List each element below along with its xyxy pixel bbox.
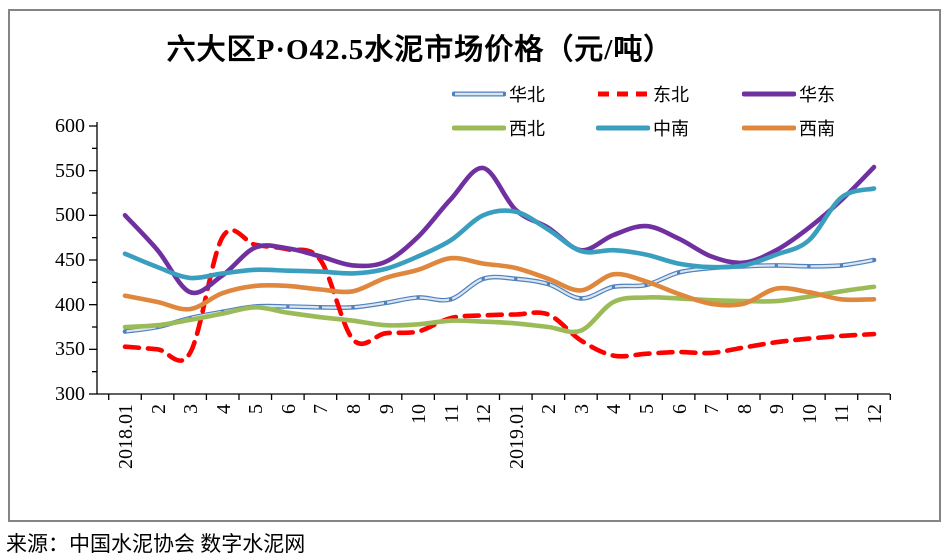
- legend-label: 华北: [509, 85, 545, 105]
- y-tick-label: 600: [55, 115, 85, 137]
- y-tick-label: 500: [55, 204, 85, 227]
- legend-item-2: 华东: [742, 85, 835, 105]
- x-tick-label: 4: [212, 404, 235, 414]
- source-note: 来源：中国水泥协会 数字水泥网: [6, 532, 306, 556]
- legend-line-sample-icon: [742, 91, 796, 97]
- legend-label: 西南: [799, 119, 835, 139]
- y-tick-label: 300: [55, 383, 85, 405]
- series-line-5: [122, 255, 877, 312]
- axes: [89, 122, 891, 400]
- x-tick-label: 6: [668, 404, 691, 414]
- legend-label: 华东: [799, 85, 835, 105]
- x-tick-label: 12: [473, 404, 496, 424]
- legend-line-sample-icon: [742, 125, 796, 131]
- x-tick-label: 2019.01: [505, 404, 528, 469]
- x-tick-label: 2018.01: [115, 404, 137, 469]
- y-tick-label: 350: [55, 338, 85, 361]
- legend-line-sample-icon: [596, 125, 650, 131]
- x-tick-label: 8: [342, 404, 365, 414]
- legend-item-0: 华北: [452, 85, 545, 105]
- x-tick-label: 11: [440, 404, 463, 424]
- x-tick-label: 4: [603, 404, 626, 414]
- x-tick-label: 10: [798, 404, 821, 424]
- legend-line-sample-icon: [452, 91, 506, 97]
- x-tick-label: 3: [570, 404, 593, 414]
- y-tick-label: 550: [55, 159, 85, 182]
- legend-label: 东北: [653, 85, 689, 105]
- x-tick-label: 7: [701, 404, 724, 414]
- x-tick-label: 9: [375, 404, 398, 414]
- y-tick-label: 400: [55, 293, 85, 316]
- legend-item-4: 中南: [596, 119, 689, 139]
- x-tick-label: 6: [277, 404, 300, 414]
- x-tick-label: 2: [147, 404, 170, 414]
- x-tick-label: 8: [733, 404, 756, 414]
- x-tick-label: 11: [831, 404, 854, 424]
- x-tick-label: 7: [310, 404, 333, 414]
- legend-line-sample-icon: [598, 91, 648, 97]
- x-tick-label: 3: [180, 404, 203, 414]
- y-tick-label: 450: [55, 249, 85, 271]
- series-line-4: [122, 186, 877, 281]
- legend-line-sample-icon: [452, 125, 506, 131]
- series-line-2: [122, 164, 877, 296]
- x-tick-label: 5: [245, 404, 268, 414]
- x-tick-label: 12: [864, 404, 886, 424]
- legend-item-1: 东北: [596, 85, 689, 105]
- x-tick-label: 2: [538, 404, 561, 414]
- legend-item-5: 西南: [742, 119, 835, 139]
- legend-label: 西北: [509, 119, 545, 139]
- x-tick-label: 10: [408, 404, 431, 424]
- series-line-1: [122, 227, 877, 363]
- legend-label: 中南: [653, 119, 689, 139]
- chart-title: 六大区P·O42.5水泥市场价格（元/吨）: [166, 34, 674, 66]
- x-tick-label: 5: [636, 404, 659, 414]
- series-lines: [122, 164, 877, 363]
- x-tick-label: 9: [766, 404, 789, 414]
- legend-item-3: 西北: [452, 119, 545, 139]
